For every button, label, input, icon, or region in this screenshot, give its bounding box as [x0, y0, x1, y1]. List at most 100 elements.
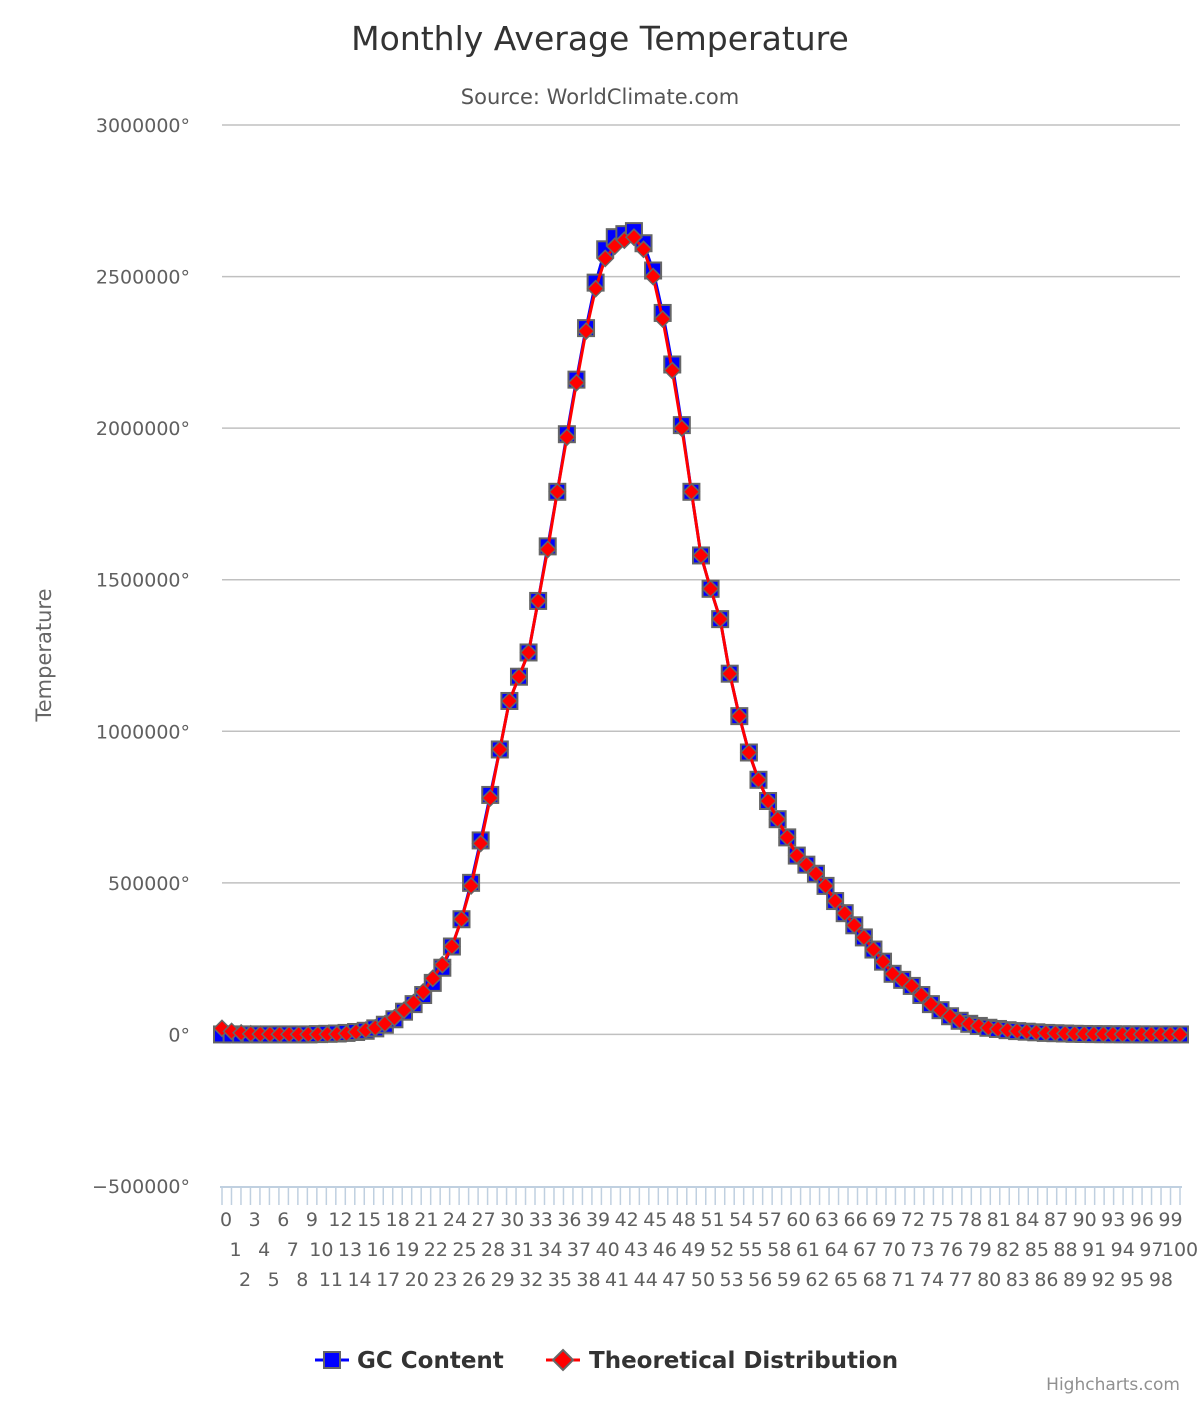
data-point-diamond[interactable]: [1170, 1025, 1190, 1044]
x-tick-label: 12: [328, 1209, 352, 1231]
data-point-diamond[interactable]: [663, 361, 682, 380]
data-point-diamond[interactable]: [806, 864, 826, 883]
data-point-diamond[interactable]: [519, 643, 538, 662]
x-tick-label: 85: [1025, 1239, 1049, 1261]
data-point-diamond[interactable]: [644, 267, 663, 286]
data-point-diamond[interactable]: [864, 940, 883, 959]
legend-item-gc-content[interactable]: GC Content: [315, 1348, 504, 1374]
data-point-diamond[interactable]: [672, 419, 691, 438]
data-point-diamond[interactable]: [711, 610, 730, 629]
x-tick-label: 22: [424, 1239, 448, 1261]
x-tick-label: 7: [287, 1239, 299, 1261]
data-point-diamond[interactable]: [778, 828, 797, 847]
data-point-diamond[interactable]: [500, 691, 519, 711]
x-tick-label: 30: [500, 1209, 524, 1231]
x-tick-label: 46: [653, 1239, 677, 1261]
data-point-diamond[interactable]: [394, 1001, 414, 1020]
x-tick-label: 79: [968, 1239, 992, 1261]
x-tick-label: 60: [786, 1209, 810, 1231]
x-tick-label: 19: [395, 1239, 419, 1261]
data-point-diamond[interactable]: [471, 834, 490, 853]
x-tick-label: 73: [910, 1239, 934, 1261]
x-tick-label: 47: [662, 1269, 686, 1291]
x-tick-label: 95: [1120, 1269, 1144, 1291]
data-point-diamond[interactable]: [873, 952, 893, 971]
data-point-diamond[interactable]: [730, 707, 749, 726]
legend: GC Content Theoretical Distribution: [315, 1348, 898, 1374]
data-point-diamond[interactable]: [749, 770, 768, 789]
x-tick-label: 44: [634, 1269, 658, 1291]
data-point-diamond[interactable]: [768, 810, 787, 829]
data-point-diamond[interactable]: [557, 428, 576, 447]
legend-diamond-marker-icon: [551, 1348, 575, 1372]
data-point-diamond[interactable]: [452, 910, 471, 929]
data-point-diamond[interactable]: [567, 373, 586, 392]
data-point-diamond[interactable]: [634, 240, 653, 259]
x-tick-label: 23: [433, 1269, 457, 1291]
data-point-diamond[interactable]: [490, 740, 509, 759]
x-tick-label: 18: [386, 1209, 410, 1231]
data-point-diamond[interactable]: [576, 322, 596, 341]
data-point-diamond[interactable]: [701, 579, 720, 598]
chart-title: Monthly Average Temperature: [351, 19, 849, 58]
series-area: [212, 222, 1190, 1044]
data-point-diamond[interactable]: [538, 540, 557, 559]
data-point-diamond[interactable]: [835, 904, 854, 923]
data-point-diamond[interactable]: [720, 664, 739, 683]
data-point-diamond[interactable]: [902, 976, 921, 995]
data-point-diamond[interactable]: [596, 249, 615, 268]
x-tick-label: 33: [529, 1209, 553, 1231]
data-point-diamond[interactable]: [797, 855, 816, 874]
x-tick-label: 37: [567, 1239, 591, 1261]
data-point-diamond[interactable]: [787, 846, 806, 865]
series-line-gc-content: [222, 229, 1181, 1036]
data-point-diamond[interactable]: [854, 928, 873, 947]
data-point-diamond[interactable]: [442, 937, 461, 956]
data-point-diamond[interactable]: [691, 546, 711, 565]
y-axis-title: Temperature: [32, 588, 56, 722]
x-tick-label: 63: [815, 1209, 839, 1231]
legend-item-theoretical-distribution[interactable]: Theoretical Distribution: [546, 1348, 898, 1374]
x-tick-label: 36: [557, 1209, 581, 1231]
data-point-diamond[interactable]: [624, 228, 644, 247]
data-point-diamond[interactable]: [586, 279, 605, 298]
x-tick-label: 65: [834, 1269, 858, 1291]
data-point-diamond[interactable]: [758, 791, 778, 811]
x-tick-label: 72: [901, 1209, 925, 1231]
x-tick-label: 94: [1111, 1239, 1135, 1261]
x-tick-label: 15: [357, 1209, 381, 1231]
data-point-diamond[interactable]: [739, 743, 758, 762]
x-tick-label: 14: [347, 1269, 371, 1291]
x-tick-label: 92: [1092, 1269, 1116, 1291]
x-tick-label: 69: [872, 1209, 896, 1231]
data-point-diamond[interactable]: [414, 982, 433, 1002]
credits-link[interactable]: Highcharts.com: [1046, 1375, 1180, 1395]
data-point-diamond[interactable]: [509, 667, 529, 686]
x-tick-label: 11: [319, 1269, 343, 1291]
x-tick-label: 75: [929, 1209, 953, 1231]
y-tick-label: 500000°: [108, 873, 190, 895]
x-tick-label: 49: [681, 1239, 705, 1261]
data-point-diamond[interactable]: [481, 788, 500, 808]
data-point-diamond[interactable]: [404, 993, 423, 1012]
data-point-diamond[interactable]: [653, 309, 672, 329]
y-axis-labels: −500000° 0° 500000° 1000000° 1500000° 2000000…: [92, 115, 190, 1198]
x-tick-label: 8: [296, 1269, 308, 1291]
legend-label-gc-content: GC Content: [357, 1348, 504, 1374]
gridlines: [222, 124, 1180, 1036]
data-point-diamond[interactable]: [816, 876, 835, 895]
data-point-diamond[interactable]: [548, 482, 567, 501]
data-point-diamond[interactable]: [826, 891, 845, 911]
data-point-diamond[interactable]: [529, 591, 548, 610]
x-tick-label: 27: [471, 1209, 495, 1231]
data-point-diamond[interactable]: [385, 1008, 404, 1027]
data-point-diamond[interactable]: [423, 969, 442, 988]
data-point-diamond[interactable]: [912, 985, 931, 1005]
data-point-diamond[interactable]: [845, 916, 864, 935]
chart-subtitle: Source: WorldClimate.com: [461, 85, 739, 109]
data-point-diamond[interactable]: [433, 955, 452, 974]
x-tick-label: 71: [891, 1269, 915, 1291]
data-point-diamond[interactable]: [682, 482, 701, 501]
x-tick-label: 62: [805, 1269, 829, 1291]
data-point-diamond[interactable]: [462, 876, 481, 895]
